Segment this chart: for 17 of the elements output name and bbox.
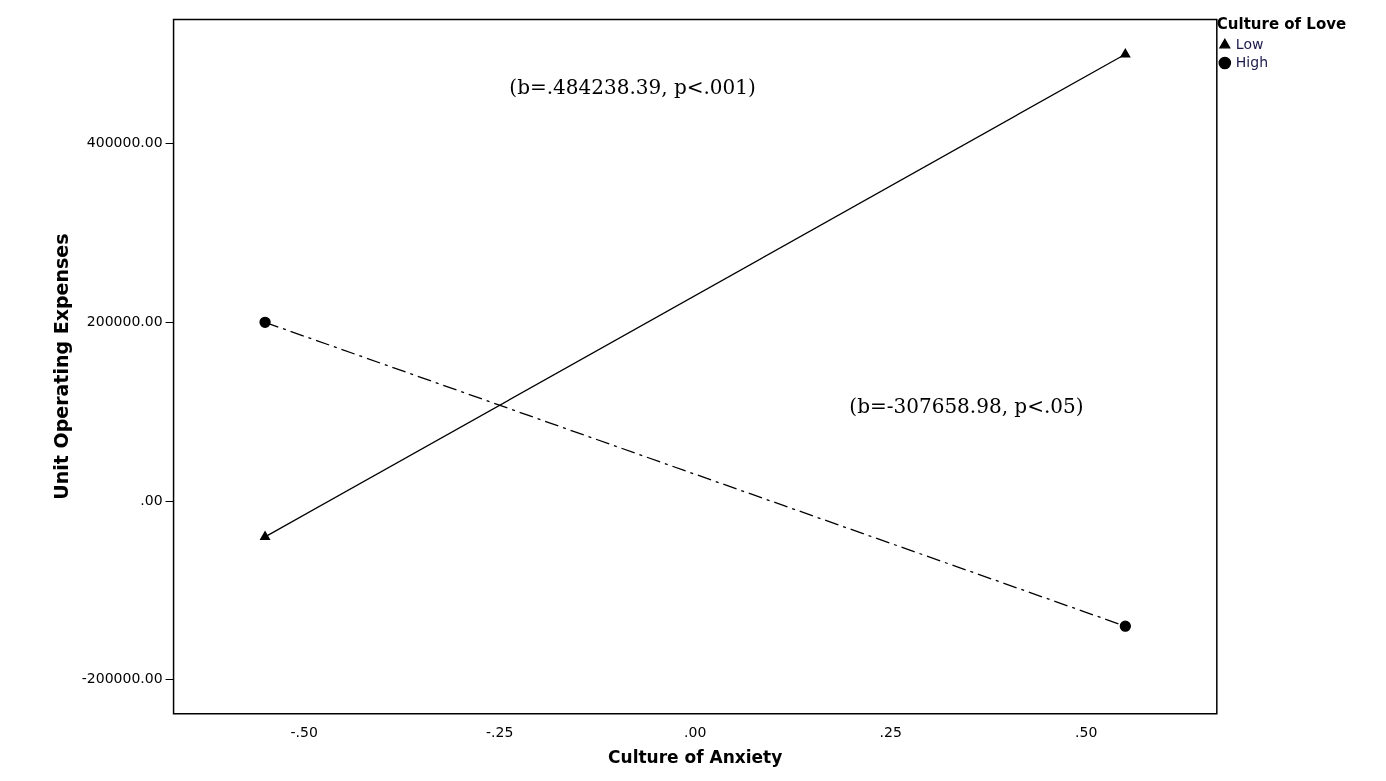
x-tick-label: -.50 <box>290 723 318 740</box>
legend-label: Low <box>1235 35 1264 52</box>
y-tick-label: 200000.00 <box>86 313 163 329</box>
x-tick-label: -.25 <box>486 723 514 740</box>
annotation: (b=.484238.39, p<.001) <box>509 75 756 100</box>
y-tick-label: 400000.00 <box>86 134 163 151</box>
x-axis-title: Culture of Anxiety <box>608 747 783 768</box>
y-tick-label: .00 <box>140 491 163 508</box>
x-tick-label: .00 <box>684 723 707 740</box>
legend-label: High <box>1235 53 1269 70</box>
x-tick-label: .50 <box>1075 723 1098 740</box>
point <box>1119 620 1131 632</box>
y-tick-label: -200000.00 <box>81 670 163 687</box>
x-tick-label: .25 <box>879 723 902 740</box>
annotation: (b=-307658.98, p<.05) <box>849 394 1084 419</box>
point <box>259 316 271 329</box>
y-axis-title: Unit Operating Expenses <box>50 233 73 500</box>
